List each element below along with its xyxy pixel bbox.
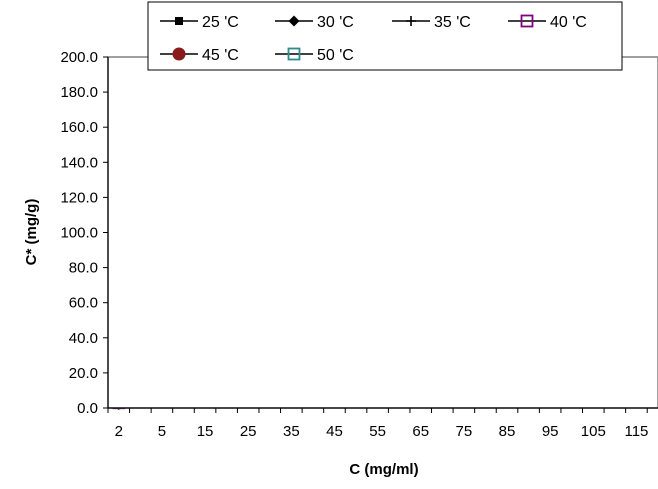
- legend-marker: [173, 48, 186, 61]
- y-tick-label: 0.0: [77, 400, 98, 417]
- x-tick-label: 85: [499, 423, 516, 440]
- x-tick-label: 5: [158, 423, 166, 440]
- legend-label: 45 'C: [202, 47, 239, 64]
- y-tick-label: 80.0: [69, 260, 98, 277]
- y-tick-label: 140.0: [60, 154, 98, 171]
- axes: [103, 57, 658, 413]
- legend-marker: [176, 18, 183, 25]
- y-tick-label: 180.0: [60, 84, 98, 101]
- x-tick-label: 25: [240, 423, 257, 440]
- x-tick-label: 35: [283, 423, 300, 440]
- plot-frame: [108, 57, 658, 408]
- x-tick-label: 55: [369, 423, 386, 440]
- legend: 25 'C 30 'C 35 'C 40 'C 45 'C 50 'C: [148, 2, 622, 70]
- x-tick-label: 2: [115, 423, 123, 440]
- y-tick-label: 200.0: [60, 49, 98, 66]
- x-tick-label: 105: [581, 423, 606, 440]
- legend-label: 25 'C: [202, 14, 239, 31]
- y-tick-label: 60.0: [69, 295, 98, 312]
- y-tick-label: 40.0: [69, 330, 98, 347]
- x-tick-label: 95: [542, 423, 559, 440]
- x-tick-label: 65: [412, 423, 429, 440]
- x-axis-title: C (mg/ml): [349, 461, 418, 478]
- y-tick-label: 100.0: [60, 225, 98, 242]
- legend-label: 40 'C: [550, 14, 587, 31]
- x-tick-label: 75: [456, 423, 473, 440]
- y-tick-label: 120.0: [60, 189, 98, 206]
- x-tick-label: 45: [326, 423, 343, 440]
- legend-label: 35 'C: [434, 14, 471, 31]
- legend-label: 30 'C: [317, 14, 354, 31]
- y-axis-title: C* (mg/g): [23, 199, 40, 266]
- x-tick-label: 15: [197, 423, 214, 440]
- y-tick-label: 160.0: [60, 119, 98, 136]
- legend-label: 50 'C: [317, 47, 354, 64]
- x-tick-label: 115: [624, 423, 648, 440]
- y-tick-label: 20.0: [69, 365, 98, 382]
